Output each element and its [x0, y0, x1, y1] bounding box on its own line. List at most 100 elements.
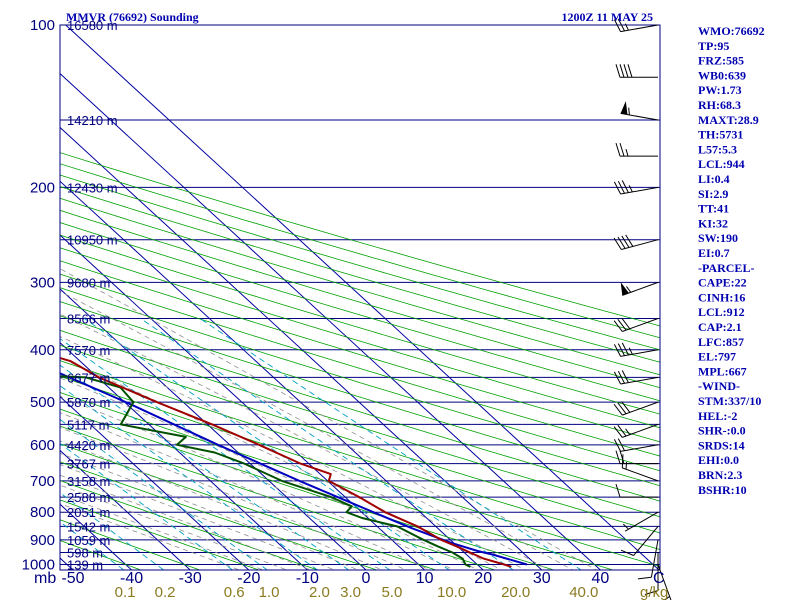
height-label: 7570 m [67, 343, 110, 358]
height-label: 3158 m [67, 474, 110, 489]
wind-barb-pennant [620, 101, 628, 115]
wind-barb-flag [619, 142, 625, 157]
wind-barb-flag [644, 590, 659, 595]
wind-barbs [613, 18, 672, 600]
dry-adiabat [60, 408, 556, 570]
wind-barb-flag [613, 426, 623, 438]
mixing-ratio-line [60, 338, 391, 570]
indices-panel: WMO:76692TP:95FRZ:585WB0:639PW:1.73RH:68… [698, 24, 765, 497]
wind-barb-flag [621, 317, 631, 330]
wind-barb [613, 18, 659, 33]
mixing-ratio-line [60, 418, 269, 570]
wind-barb-flag [617, 424, 627, 437]
wind-barb-flag [623, 64, 629, 78]
height-label: 1542 m [67, 519, 110, 534]
wind-barb-flag [619, 64, 625, 78]
dry-adiabat [60, 197, 660, 376]
index-line: SHR-:0.0 [698, 424, 746, 438]
wind-barb-flag [613, 181, 622, 195]
temperature-tick-label: 40 [592, 570, 610, 587]
index-line: TP:95 [698, 39, 729, 53]
wind-barb [620, 281, 659, 296]
index-line: EI:0.7 [698, 246, 730, 260]
mixing-ratio-label: 1.0 [259, 584, 280, 600]
wind-barb [615, 450, 658, 465]
wind-barb-flag [615, 64, 621, 78]
moist-adiabat [60, 268, 598, 570]
temperature-tick-label: -20 [237, 570, 260, 587]
wind-barb [613, 401, 659, 416]
index-line: SW:190 [698, 231, 738, 245]
dry-adiabat [60, 499, 261, 570]
mixing-ratio-line [84, 318, 451, 570]
dry-adiabat [60, 234, 660, 415]
temperature-tick-label: 30 [533, 570, 551, 587]
dry-adiabat [60, 344, 660, 534]
wind-barb-flag [621, 401, 631, 413]
dry-adiabat [60, 260, 660, 443]
wind-barb [613, 180, 659, 195]
wind-barb-staff [622, 318, 659, 332]
pressure-labels: 100 200 300 400 500 600 700 800 900 1000 [22, 17, 55, 574]
moist-adiabat [60, 464, 336, 570]
isotherm [60, 72, 601, 570]
wind-barb-half [663, 596, 670, 600]
height-label: 12430 m [67, 180, 118, 195]
wind-barb-flag [621, 235, 630, 248]
isotherm [65, 25, 660, 570]
index-line: WB0:639 [698, 68, 746, 82]
wind-barb-half [628, 185, 633, 193]
isotherm [60, 180, 484, 570]
dry-adiabat [60, 392, 615, 570]
wind-barb-flag [617, 18, 625, 32]
temperature-tick-label: 10 [416, 570, 434, 587]
index-line: BSHR:10 [698, 483, 747, 497]
wind-barb-flag [617, 318, 627, 331]
wind-barb-flag [613, 344, 622, 357]
pressure-label: 900 [30, 532, 55, 549]
wind-barb-staff [622, 401, 659, 416]
height-label: 4420 m [67, 438, 110, 453]
height-label: 9680 m [67, 275, 110, 290]
height-label: 598 m [67, 545, 103, 560]
wind-barb-flag [620, 549, 634, 556]
index-line: STM:337/10 [698, 394, 761, 408]
dry-adiabat [60, 186, 660, 363]
parcel-trace [60, 372, 528, 566]
index-line: PW:1.73 [698, 83, 742, 97]
wind-barb-flag [613, 403, 623, 416]
mixing-ratio-line [60, 364, 350, 570]
wind-barb-flag [617, 438, 625, 451]
dry-adiabat [60, 163, 660, 339]
moist-adiabat [60, 336, 527, 570]
wind-barb-flag [613, 237, 622, 250]
dry-adiabat [60, 519, 202, 570]
dry-adiabat [60, 222, 660, 402]
wind-barb [613, 438, 659, 452]
wind-barb-flag [621, 370, 629, 383]
mixing-ratio-label: 0.6 [224, 584, 245, 600]
dewpoint-trace [60, 375, 471, 568]
wind-barb-half [628, 347, 633, 355]
wind-barb [657, 564, 672, 600]
isotherm [60, 234, 425, 570]
moist-adiabat [60, 395, 455, 570]
chart-date: 1200Z 11 MAY 25 [562, 10, 653, 24]
pressure-label: 500 [30, 394, 55, 411]
height-label: 6677 m [67, 370, 110, 385]
chart-title: MMVR (76692) Sounding [66, 10, 199, 24]
index-line: WMO:76692 [698, 24, 765, 38]
wind-barb [644, 552, 659, 595]
index-line: LI:0.4 [698, 172, 730, 186]
index-line: L57:5.3 [698, 142, 737, 156]
index-line: RH:68.3 [698, 98, 741, 112]
wind-barb-flag [613, 19, 622, 32]
dry-adiabat [60, 287, 660, 472]
wind-barb-staff [620, 376, 659, 385]
pressure-label: 1000 [22, 557, 55, 574]
index-line: SRDS:14 [698, 438, 745, 452]
wind-barb-half [628, 107, 630, 116]
index-line: FRZ:585 [698, 54, 744, 68]
wind-barb [615, 64, 658, 78]
wind-barb-flag [613, 439, 622, 452]
